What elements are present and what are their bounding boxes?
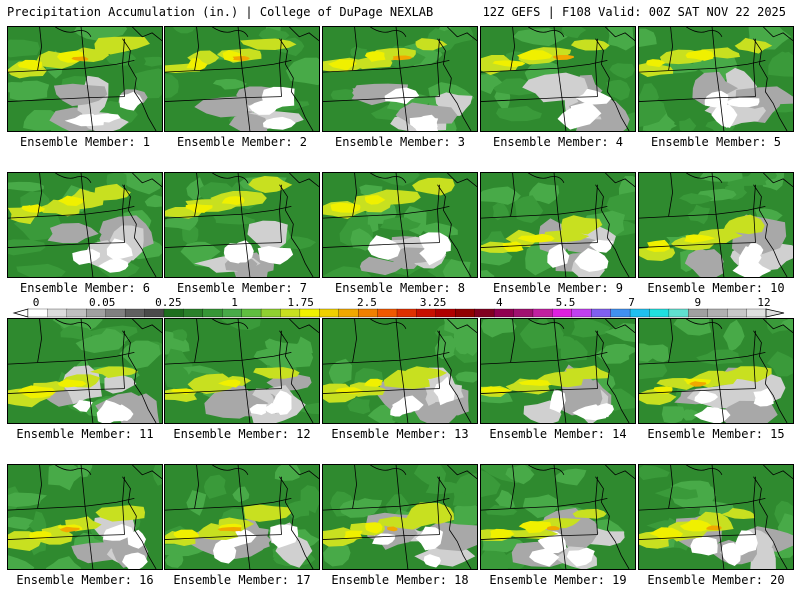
run-info: 12Z GEFS | F108 Valid: 00Z SAT NOV 22 20… (482, 5, 786, 19)
colorbar-swatch (124, 308, 145, 318)
ensemble-member-label: Ensemble Member: 14 (489, 427, 627, 441)
ensemble-member-label: Ensemble Member: 8 (334, 281, 466, 295)
colorbar-swatch (455, 308, 476, 318)
ensemble-member-label: Ensemble Member: 5 (650, 135, 782, 149)
colorbar-tick-label: 1.75 (287, 296, 314, 309)
colorbar-swatch (416, 308, 437, 318)
colorbar-tick-label: 4 (496, 296, 503, 309)
ensemble-map-16 (7, 464, 163, 570)
ensemble-map-18 (322, 464, 478, 570)
colorbar-swatch (668, 308, 689, 318)
colorbar-swatch (727, 308, 748, 318)
ensemble-map-14 (480, 318, 636, 424)
ensemble-member-label: Ensemble Member: 16 (16, 573, 154, 587)
colorbar-swatch (649, 308, 670, 318)
ensemble-member-label: Ensemble Member: 9 (492, 281, 624, 295)
ensemble-map-10 (638, 172, 794, 278)
ensemble-member-label: Ensemble Member: 3 (334, 135, 466, 149)
colorbar-swatch (299, 308, 320, 318)
ensemble-map-3 (322, 26, 478, 132)
ensemble-map-5 (638, 26, 794, 132)
ensemble-member-label: Ensemble Member: 11 (16, 427, 154, 441)
ensemble-member-label: Ensemble Member: 2 (176, 135, 308, 149)
ensemble-map-6 (7, 172, 163, 278)
colorbar-swatch (396, 308, 417, 318)
colorbar-swatch (144, 308, 165, 318)
colorbar-swatch (746, 308, 767, 318)
colorbar-tick-label: 0 (33, 296, 40, 309)
colorbar-swatch (86, 308, 107, 318)
colorbar-swatch (105, 308, 126, 318)
colorbar-swatch (202, 308, 223, 318)
ensemble-map-12 (164, 318, 320, 424)
colorbar-tick-label: 1 (231, 296, 238, 309)
ensemble-map-4 (480, 26, 636, 132)
ensemble-member-label: Ensemble Member: 1 (19, 135, 151, 149)
colorbar-swatch (319, 308, 340, 318)
colorbar-swatch (377, 308, 398, 318)
ensemble-map-7 (164, 172, 320, 278)
ensemble-map-17 (164, 464, 320, 570)
ensemble-map-15 (638, 318, 794, 424)
colorbar-tick-label: 2.5 (357, 296, 377, 309)
colorbar-swatch (552, 308, 573, 318)
colorbar-tick-label: 5.5 (556, 296, 576, 309)
ensemble-map-20 (638, 464, 794, 570)
colorbar-swatch (358, 308, 379, 318)
ensemble-map-1 (7, 26, 163, 132)
ensemble-member-label: Ensemble Member: 6 (19, 281, 151, 295)
ensemble-map-19 (480, 464, 636, 570)
ensemble-member-label: Ensemble Member: 20 (647, 573, 785, 587)
colorbar-swatch (222, 308, 243, 318)
colorbar-tick-label: 3.25 (420, 296, 447, 309)
ensemble-member-label: Ensemble Member: 12 (173, 427, 311, 441)
colorbar-swatch (474, 308, 495, 318)
colorbar-swatch (629, 308, 650, 318)
colorbar-tick-label: 0.25 (155, 296, 182, 309)
ensemble-member-label: Ensemble Member: 19 (489, 573, 627, 587)
colorbar-swatch (591, 308, 612, 318)
ensemble-member-label: Ensemble Member: 7 (176, 281, 308, 295)
ensemble-member-label: Ensemble Member: 15 (647, 427, 785, 441)
page-title: Precipitation Accumulation (in.) | Colle… (7, 5, 434, 19)
ensemble-map-13 (322, 318, 478, 424)
precipitation-colorbar: 0 0.05 0.25 1 1.75 2.5 3.25 4 5.5 7 9 12 (12, 296, 785, 318)
colorbar-swatch (707, 308, 728, 318)
colorbar-swatch (688, 308, 709, 318)
colorbar-swatch (338, 308, 359, 318)
colorbar-swatch (163, 308, 184, 318)
colorbar-swatch (435, 308, 456, 318)
colorbar-swatch (280, 308, 301, 318)
ensemble-map-9 (480, 172, 636, 278)
colorbar-swatch (260, 308, 281, 318)
ensemble-map-11 (7, 318, 163, 424)
colorbar-swatch (66, 308, 87, 318)
colorbar-swatch (47, 308, 68, 318)
ensemble-map-2 (164, 26, 320, 132)
ensemble-member-label: Ensemble Member: 10 (647, 281, 785, 295)
colorbar-swatch (241, 308, 262, 318)
ensemble-member-label: Ensemble Member: 18 (331, 573, 469, 587)
colorbar-swatch (183, 308, 204, 318)
colorbar-swatch (493, 308, 514, 318)
colorbar-swatch (610, 308, 631, 318)
colorbar-tick-label: 7 (628, 296, 635, 309)
ensemble-member-label: Ensemble Member: 17 (173, 573, 311, 587)
colorbar-swatch (27, 308, 48, 318)
ensemble-map-8 (322, 172, 478, 278)
colorbar-tick-label: 9 (694, 296, 701, 309)
ensemble-member-label: Ensemble Member: 4 (492, 135, 624, 149)
colorbar-tick-label: 0.05 (89, 296, 116, 309)
colorbar-right-arrow (765, 308, 785, 318)
colorbar-swatch (513, 308, 534, 318)
colorbar-swatch (571, 308, 592, 318)
colorbar-left-arrow (12, 308, 29, 318)
ensemble-member-label: Ensemble Member: 13 (331, 427, 469, 441)
colorbar-tick-label: 12 (757, 296, 770, 309)
colorbar-swatch (532, 308, 553, 318)
